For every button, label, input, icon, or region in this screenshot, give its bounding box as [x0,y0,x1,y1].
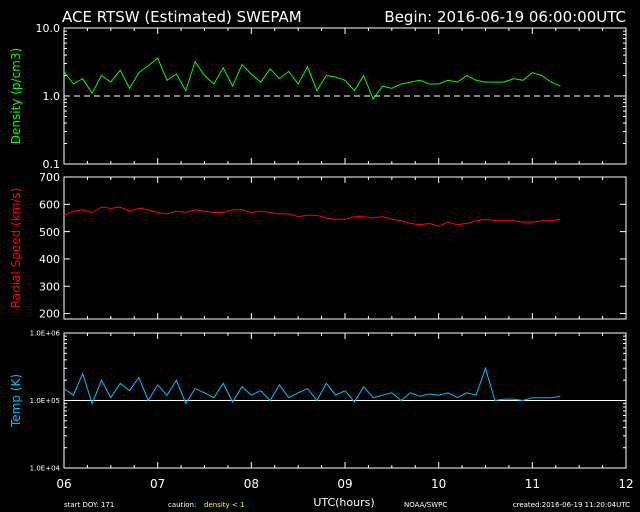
density-y-axis-label: Density (p/cm3) [9,48,23,144]
temp-y-tick-label: 1.0E+04 [30,465,61,473]
x-tick-label: 12 [618,477,633,491]
density-y-tick-label: 0.1 [43,158,61,171]
caution-label: caution: [168,501,196,509]
x-tick-label: 10 [431,477,446,491]
speed-y-tick-label: 300 [39,280,60,293]
created-time: created:2016-06-19 11:20:04UTC [513,501,630,509]
x-axis-label: UTC(hours) [313,496,374,509]
temp-y-tick-label: 1.0E+05 [30,397,60,405]
speed-y-tick-label: 700 [39,171,60,184]
x-tick-label: 11 [525,477,540,491]
speed-y-tick-label: 400 [39,253,60,266]
begin-time: Begin: 2016-06-19 06:00:00UTC [384,8,626,26]
speed-series-line [63,206,561,227]
caution-value: density < 1 [204,501,244,509]
density-y-tick-label: 1.0 [43,90,61,103]
x-tick-label: 07 [150,477,165,491]
credit: NOAA/SWPC [404,501,447,509]
temp-series-line [63,366,561,406]
x-tick-label: 06 [56,477,71,491]
speed-panel-frame [63,176,627,320]
speed-y-tick-label: 200 [39,308,60,321]
chart-title: ACE RTSW (Estimated) SWEPAM [62,8,302,26]
speed-y-axis-label: Radial Speed (km/s) [9,188,23,309]
x-tick-label: 08 [244,477,259,491]
density-y-tick-label: 10.0 [36,22,61,35]
temp-y-tick-label: 1.0E+06 [30,330,61,338]
speed-y-tick-label: 600 [39,198,60,211]
x-tick-label: 09 [337,477,352,491]
start-doy: start DOY: 171 [64,501,114,509]
speed-y-tick-label: 500 [39,226,60,239]
temp-y-axis-label: Temp (K) [9,374,23,428]
density-series-line [63,57,561,101]
